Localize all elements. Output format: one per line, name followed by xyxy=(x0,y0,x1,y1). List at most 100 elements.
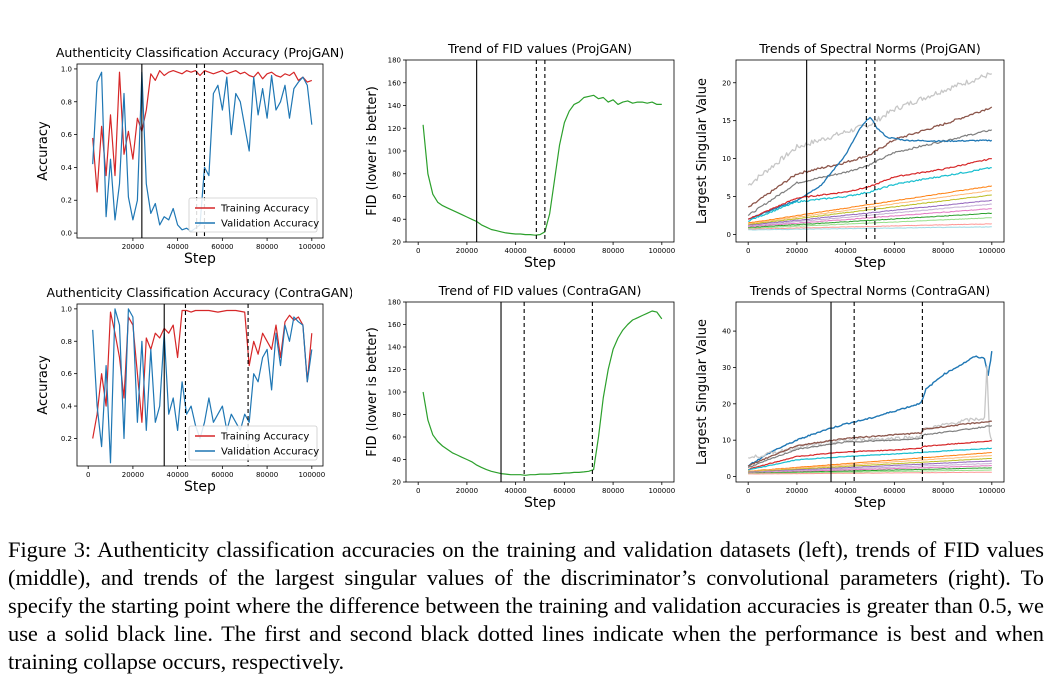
x-tick-label: 60000 xyxy=(553,487,575,495)
x-tick-label: 80000 xyxy=(602,247,624,255)
x-tick-label: 20000 xyxy=(122,243,144,251)
series-line-6 xyxy=(748,452,992,472)
x-tick-label: 100000 xyxy=(978,247,1005,255)
series-line-9 xyxy=(748,460,992,473)
series-line-0 xyxy=(422,94,662,236)
fid-chart-contragan: Trend of FID values (ContraGAN) 0 20000 400… xyxy=(365,283,675,511)
series-line-8 xyxy=(748,194,992,225)
x-axis-label: Step xyxy=(524,495,556,511)
series-line-0 xyxy=(747,351,993,467)
y-tick-label: 120 xyxy=(388,366,401,374)
series-line-7 xyxy=(748,189,992,225)
x-tick-label: 40000 xyxy=(166,243,188,251)
x-tick-label: 0 xyxy=(86,471,90,479)
y-tick-label: 0.4 xyxy=(61,164,73,172)
series-group xyxy=(422,94,662,236)
series-group xyxy=(92,70,313,232)
x-tick-label: 60000 xyxy=(211,471,233,479)
series-line-15 xyxy=(748,226,992,231)
x-tick-label: 40000 xyxy=(834,247,856,255)
series-group xyxy=(747,72,993,231)
x-tick-label: 40000 xyxy=(834,487,856,495)
y-tick-label: 180 xyxy=(388,57,401,65)
x-tick-label: 0 xyxy=(416,487,420,495)
y-tick-label: 0.8 xyxy=(61,98,72,106)
y-tick-label: 20 xyxy=(392,239,401,247)
series-line-0 xyxy=(747,72,993,186)
y-tick-label: 15 xyxy=(722,117,731,125)
y-tick-label: 20 xyxy=(722,400,731,408)
legend-label: Training Accuracy xyxy=(220,432,309,443)
figure: Authenticity Classification Accuracy (Pr… xyxy=(36,41,1005,511)
x-tick-label: 20000 xyxy=(122,471,144,479)
accuracy-chart-contragan: Authenticity Classification Accuracy (Co… xyxy=(36,285,352,495)
spectral-norm-chart-contragan: Trends of Spectral Norms (ContraGAN)0 200… xyxy=(695,283,1005,511)
series-line-14 xyxy=(748,471,992,475)
plot-frame xyxy=(76,303,324,467)
y-tick-label: 140 xyxy=(388,344,401,352)
chart-title: Trend of FID values (ProjGAN) xyxy=(447,41,632,56)
y-tick-label: 0.6 xyxy=(61,131,73,139)
y-tick-label: 100 xyxy=(388,389,401,397)
series-line-3 xyxy=(747,425,993,469)
y-tick-label: 80 xyxy=(392,170,401,178)
y-tick-label: 20 xyxy=(392,479,401,487)
x-axis-label: Step xyxy=(854,255,886,271)
x-tick-label: 80000 xyxy=(932,247,954,255)
x-tick-label: 80000 xyxy=(932,487,954,495)
y-axis-label: FID (lower is better) xyxy=(365,86,380,216)
series-line-12 xyxy=(748,467,992,474)
series-line-5 xyxy=(748,167,992,222)
y-tick-label: 80 xyxy=(392,411,401,419)
chart-title: Trends of Spectral Norms (ProjGAN) xyxy=(758,41,981,56)
y-axis-label: FID (lower is better) xyxy=(365,327,380,457)
chart-title: Authenticity Classification Accuracy (Co… xyxy=(47,285,352,300)
y-tick-label: 60 xyxy=(392,193,401,201)
plot-frame xyxy=(735,301,1005,483)
plot-frame xyxy=(405,301,675,483)
x-tick-label: 40000 xyxy=(166,471,188,479)
x-tick-label: 40000 xyxy=(504,247,526,255)
legend-label: Validation Accuracy xyxy=(221,447,319,458)
x-tick-label: 60000 xyxy=(553,247,575,255)
y-tick-label: 180 xyxy=(388,299,401,307)
series-line-11 xyxy=(748,465,992,474)
y-tick-label: 0 xyxy=(727,231,731,239)
figure-caption: Figure 3: Authenticity classification ac… xyxy=(8,537,1044,674)
chart-title: Trends of Spectral Norms (ContraGAN) xyxy=(749,283,990,298)
series-line-4 xyxy=(748,440,992,471)
x-tick-label: 0 xyxy=(746,487,750,495)
y-tick-label: 0.8 xyxy=(61,338,72,346)
y-tick-label: 5 xyxy=(727,193,731,201)
series-line-2 xyxy=(747,420,992,467)
y-tick-label: 0.4 xyxy=(61,403,73,411)
series-line-0 xyxy=(422,310,663,476)
y-tick-label: 1.0 xyxy=(61,65,72,73)
series-line-5 xyxy=(748,447,992,471)
series-line-8 xyxy=(748,457,992,473)
x-axis-label: Step xyxy=(854,495,886,511)
x-tick-label: 100000 xyxy=(978,487,1005,495)
y-axis-label: Largest Singular Value xyxy=(695,319,710,465)
series-line-1 xyxy=(747,106,993,208)
y-tick-label: 1.0 xyxy=(61,305,72,313)
plot-frame xyxy=(735,59,1005,243)
series-line-4 xyxy=(747,158,992,220)
chart-title: Trend of FID values (ContraGAN) xyxy=(438,283,642,298)
x-tick-label: 40000 xyxy=(504,487,526,495)
x-tick-label: 100000 xyxy=(298,243,325,251)
series-group xyxy=(422,310,663,476)
legend-label: Training Accuracy xyxy=(220,204,309,215)
legend-label: Validation Accuracy xyxy=(221,219,319,230)
x-tick-label: 60000 xyxy=(211,243,233,251)
x-tick-label: 100000 xyxy=(648,247,675,255)
series-line-training-accuracy xyxy=(92,70,313,193)
series-line-10 xyxy=(748,462,992,474)
y-tick-label: 0.2 xyxy=(61,197,72,205)
plot-frame xyxy=(76,63,324,239)
legend: Training Accuracy Validation Accuracy xyxy=(188,197,319,233)
series-line-3 xyxy=(748,116,993,220)
y-tick-label: 100 xyxy=(388,148,401,156)
x-tick-label: 20000 xyxy=(456,247,478,255)
y-tick-label: 40 xyxy=(392,456,401,464)
